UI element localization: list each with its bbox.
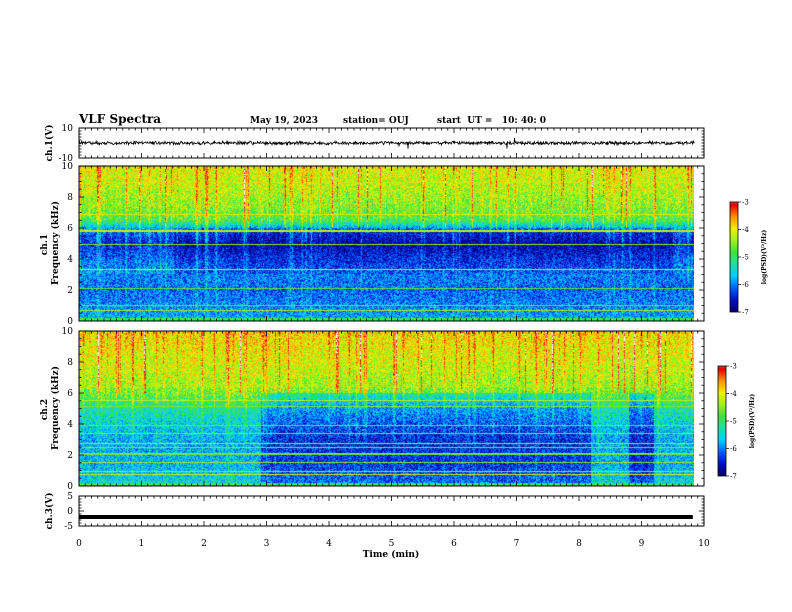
xtick-label: 2 (201, 539, 207, 549)
ytick-label: 0 (67, 317, 73, 327)
x-axis-tick-labels: 0 1 2 3 4 5 6 7 8 9 10 (76, 539, 710, 549)
ch2-spectrogram-ylabel-frequency: Frequency (kHz) (50, 366, 61, 450)
ch1-ytick-bottom: -10 (59, 154, 74, 164)
colorbar-tick-label: -5 (730, 418, 737, 426)
ch1-colorbar-label: log(PSD)(V²/Hz) (761, 230, 768, 285)
colorbar-tick-label: -7 (742, 309, 749, 317)
ytick-label: 4 (67, 255, 73, 265)
colorbar-tick-label: -3 (742, 199, 749, 207)
ch1-waveform-ylabel: ch.1(V) (44, 125, 55, 162)
figure-title: VLF Spectra (78, 112, 161, 126)
ytick-label: 6 (67, 389, 73, 399)
ytick-label: 2 (67, 451, 73, 461)
ch1-waveform-panel: 10 -10 ch.1(V) (44, 124, 705, 164)
ch3-ytick-bottom: -5 (64, 522, 73, 532)
ch1-colorbar-gradient (730, 202, 738, 312)
ch2-spectrogram-ticks (78, 330, 705, 487)
ch1-spectrogram-ylabel-frequency: Frequency (kHz) (50, 201, 61, 285)
ch1-colorbar: -3 -4 -5 -6 -7 log(PSD)(V²/Hz) (729, 199, 768, 317)
colorbar-tick-label: -4 (742, 226, 749, 234)
ch2-spectrogram-ytick-labels: 0 2 4 6 8 10 (62, 327, 74, 492)
ytick-label: 10 (62, 162, 74, 172)
xtick-label: 0 (76, 539, 82, 549)
header-station: station= OUJ (343, 116, 409, 126)
ytick-label: 8 (67, 193, 73, 203)
ch3-ytick-top: 5 (67, 492, 73, 502)
ch2-colorbar: -3 -4 -5 -6 -7 log(PSD)(V²/Hz) (717, 363, 756, 481)
ch1-spectrogram-ylabel-channel: ch.1 (40, 234, 50, 255)
ytick-label: 10 (62, 327, 74, 337)
header-start-time: start UT = 10: 40: 0 (437, 116, 546, 126)
ch3-waveform-ticks (78, 495, 705, 527)
colorbar-tick-label: -3 (730, 363, 737, 371)
header-date: May 19, 2023 (250, 116, 318, 126)
xtick-label: 10 (698, 539, 710, 549)
ch3-waveform-panel: 5 0 -5 ch.3(V) 0 1 2 3 4 5 6 7 8 9 10 Time (min) (44, 492, 710, 560)
xtick-label: 7 (514, 539, 520, 549)
ch1-spectrogram-panel: 0 2 4 6 8 10 ch.1 Frequency (kHz) (40, 162, 705, 327)
ch3-ytick-middle: 0 (67, 507, 73, 517)
colorbar-tick-label: -6 (742, 281, 749, 289)
xtick-label: 6 (451, 539, 457, 549)
ch1-spectrogram-ticks (78, 165, 705, 322)
ch1-spectrogram-image (79, 166, 694, 321)
ytick-label: 8 (67, 358, 73, 368)
ch1-spectrogram-ytick-labels: 0 2 4 6 8 10 (62, 162, 74, 327)
ch2-colorbar-label: log(PSD)(V²/Hz) (749, 394, 756, 449)
ch2-spectrogram-image (79, 331, 694, 486)
ytick-label: 2 (67, 286, 73, 296)
ytick-label: 0 (67, 482, 73, 492)
xtick-label: 1 (139, 539, 145, 549)
ch3-waveform-ylabel: ch.3(V) (44, 493, 55, 530)
ch1-waveform-trace (78, 138, 695, 149)
ytick-label: 6 (67, 224, 73, 234)
ch2-colorbar-gradient (718, 366, 726, 476)
colorbar-tick-label: -6 (730, 445, 737, 453)
colorbar-tick-label: -7 (730, 473, 737, 481)
ch2-spectrogram-ylabel: ch.2 Frequency (kHz) (40, 366, 61, 450)
x-axis-label: Time (min) (363, 549, 420, 560)
colorbar-tick-label: -5 (742, 254, 749, 262)
ch2-colorbar-ticks: -3 -4 -5 -6 -7 (726, 363, 737, 481)
ch1-waveform-ticks (78, 127, 705, 159)
xtick-label: 4 (326, 539, 332, 549)
ch1-ytick-top: 10 (62, 124, 74, 134)
ch3-waveform-trace (79, 515, 693, 519)
ytick-label: 4 (67, 420, 73, 430)
xtick-label: 9 (639, 539, 645, 549)
ch2-spectrogram-ylabel-channel: ch.2 (40, 399, 50, 420)
xtick-label: 8 (576, 539, 582, 549)
ch2-spectrogram-panel: 0 2 4 6 8 10 ch.2 Frequency (kHz) (40, 327, 705, 492)
ch1-spectrogram-ylabel: ch.1 Frequency (kHz) (40, 201, 61, 285)
colorbar-tick-label: -4 (730, 390, 737, 398)
ch1-colorbar-ticks: -3 -4 -5 -6 -7 (738, 199, 749, 317)
xtick-label: 5 (389, 539, 395, 549)
xtick-label: 3 (264, 539, 270, 549)
